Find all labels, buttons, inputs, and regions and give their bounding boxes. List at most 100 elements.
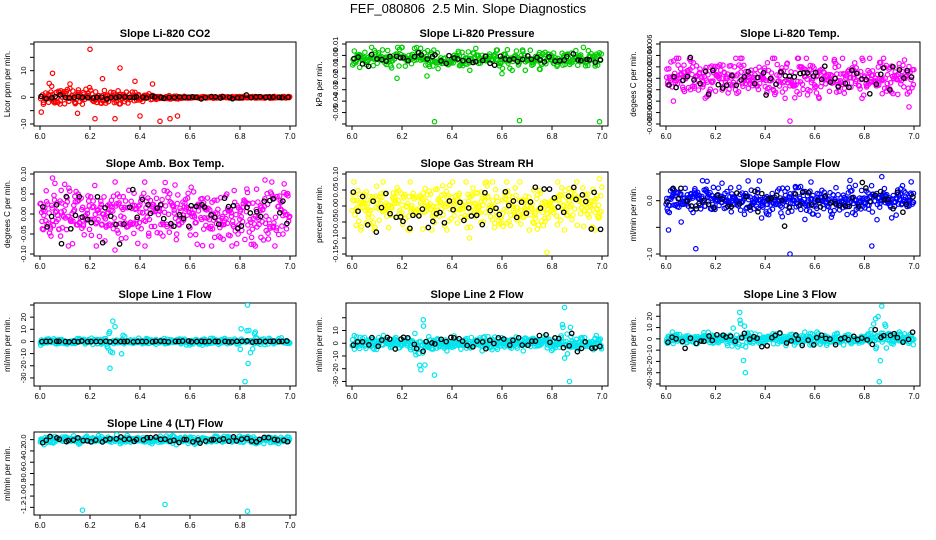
panel-4: Slope Amb. Box Temp.6.0 6.2 6.4 6.6 6.8 7.0-0… (3, 158, 297, 271)
data-point (727, 185, 734, 191)
x-tick-label: 6.0 (34, 262, 46, 271)
overlay-point (461, 217, 467, 224)
overlay-point (525, 342, 531, 349)
overlay-point (424, 56, 431, 62)
overlay-point (880, 65, 887, 71)
overlay-point (479, 221, 486, 228)
data-point (769, 55, 776, 62)
x-tick-label: 7.0 (908, 262, 920, 271)
data-point (247, 216, 253, 223)
data-point (743, 68, 749, 75)
overlay-point (416, 213, 422, 219)
overlay-point (129, 186, 136, 193)
y-tick-label: -0.006 (645, 102, 654, 123)
overlay-point (370, 198, 376, 205)
data-point (699, 193, 705, 200)
data-point (448, 215, 454, 222)
data-point (87, 46, 93, 53)
data-point (244, 186, 250, 192)
data-point (770, 340, 777, 347)
overlay-point (671, 73, 677, 80)
x-tick-label: 6.8 (234, 392, 246, 401)
overlay-point (719, 196, 725, 202)
y-tick-label: -0.004 (645, 91, 654, 112)
data-point (735, 89, 742, 95)
x-tick-label: 6.4 (760, 392, 772, 401)
overlay-point (835, 83, 842, 90)
overlay-point (94, 193, 101, 200)
overlay-point (171, 94, 178, 101)
data-point (598, 184, 605, 191)
data-point (351, 48, 358, 54)
data-point (675, 55, 682, 62)
overlay-point (147, 210, 154, 217)
data-point (123, 235, 129, 241)
data-point (141, 179, 148, 185)
data-point (424, 73, 430, 79)
overlay-point (752, 188, 758, 195)
data-point (369, 214, 375, 220)
overlay-point (506, 342, 513, 348)
data-point (560, 324, 566, 331)
data-point (215, 206, 221, 213)
y-tick-label: -0.008 (645, 113, 654, 134)
overlay-point (691, 77, 697, 83)
overlay-point (732, 338, 739, 345)
y-tick-label: -0.05 (19, 225, 28, 242)
data-point (407, 179, 414, 185)
data-point (844, 211, 850, 218)
data-point (559, 321, 566, 328)
data-point (266, 217, 272, 223)
data-point (526, 194, 532, 201)
overlay-point (387, 210, 393, 217)
data-point (263, 213, 269, 220)
data-point (86, 84, 93, 91)
overlay-point (419, 206, 426, 212)
data-point (493, 194, 500, 200)
data-point (697, 66, 703, 72)
y-tick-label: 0 (331, 341, 340, 345)
data-point (598, 51, 605, 57)
data-point (214, 197, 220, 204)
data-point (503, 179, 510, 185)
data-point (112, 179, 118, 185)
overlay-point (502, 188, 509, 195)
y-tick-label: 10 (19, 325, 28, 333)
data-point (228, 210, 235, 216)
data-point (502, 196, 508, 202)
overlay-point (496, 211, 503, 218)
overlay-point (470, 343, 476, 350)
overlay-point (518, 199, 525, 206)
data-point (443, 188, 450, 195)
overlay-point (758, 190, 765, 197)
y-tick-label: 10 (19, 66, 28, 74)
overlay-point (63, 193, 70, 200)
data-point (520, 348, 527, 354)
data-point (716, 72, 723, 78)
overlay-point (411, 341, 418, 348)
x-tick-label: 6.4 (760, 262, 772, 271)
data-point (84, 207, 91, 214)
data-point (756, 331, 763, 338)
y-tick-label: 0.004 (645, 46, 654, 65)
overlay-point (555, 204, 562, 210)
data-point (550, 50, 557, 56)
overlay-point (597, 343, 603, 350)
y-tick-label: -0.03 (331, 81, 340, 98)
panel-title: Slope Li-820 Temp. (740, 28, 839, 40)
data-point (368, 207, 374, 214)
panel-title: Slope Gas Stream RH (420, 158, 533, 170)
data-point (358, 224, 365, 230)
data-point (719, 180, 725, 187)
data-point (392, 194, 398, 201)
data-point (852, 78, 859, 85)
data-point (420, 323, 427, 329)
overlay-point (188, 202, 195, 209)
overlay-point (420, 348, 426, 355)
overlay-point (579, 192, 586, 198)
y-tick-label: 0.006 (645, 35, 654, 54)
data-point (835, 191, 841, 198)
data-point (894, 91, 901, 98)
data-point (253, 186, 260, 193)
